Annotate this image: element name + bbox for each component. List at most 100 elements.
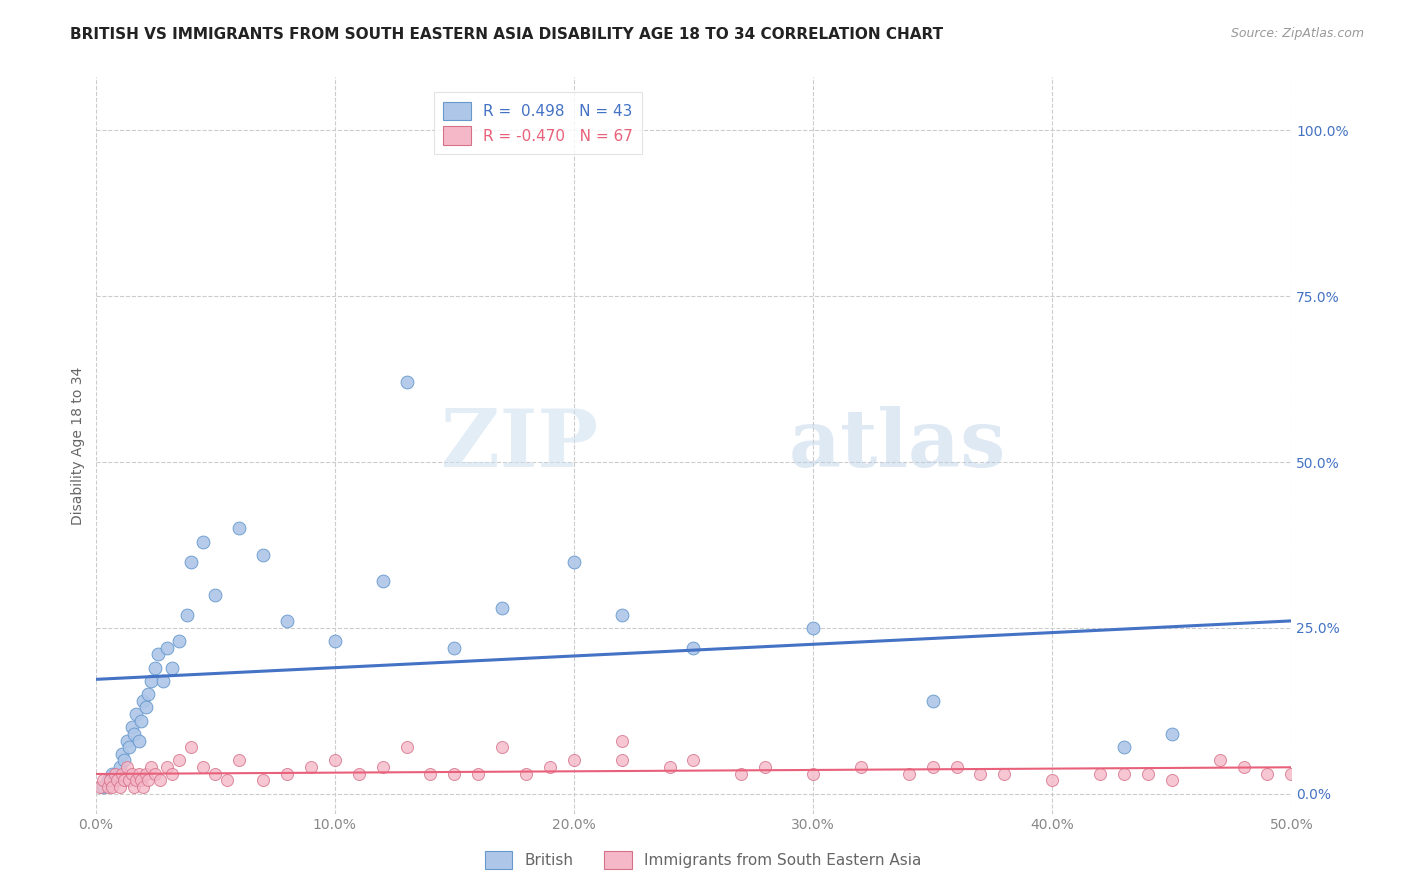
Point: [538, 760, 561, 774]
Point: [323, 634, 346, 648]
Point: [105, 773, 128, 788]
Point: [730, 766, 752, 780]
Point: [849, 760, 872, 774]
Point: [371, 574, 394, 589]
Point: [945, 760, 967, 774]
Point: [169, 634, 191, 648]
Point: [112, 754, 135, 768]
Point: [217, 773, 239, 788]
Point: [121, 766, 143, 780]
Point: [1160, 773, 1182, 788]
Point: [299, 760, 322, 774]
Point: [658, 760, 681, 774]
Legend: R =  0.498   N = 43, R = -0.470   N = 67: R = 0.498 N = 43, R = -0.470 N = 67: [434, 93, 643, 154]
Point: [91, 780, 114, 794]
Point: [1088, 766, 1111, 780]
Point: [1112, 740, 1135, 755]
Point: [419, 766, 441, 780]
Point: [160, 766, 183, 780]
Point: [443, 766, 465, 780]
Point: [97, 773, 120, 788]
Point: [371, 760, 394, 774]
Point: [112, 773, 135, 788]
Point: [491, 601, 513, 615]
Point: [128, 766, 150, 780]
Point: [801, 766, 824, 780]
Point: [1232, 760, 1254, 774]
Point: [1136, 766, 1159, 780]
Point: [491, 740, 513, 755]
Point: [129, 714, 152, 728]
Point: [136, 687, 159, 701]
Point: [204, 588, 226, 602]
Point: [228, 521, 250, 535]
Point: [347, 766, 370, 780]
Point: [108, 760, 131, 774]
Point: [921, 694, 943, 708]
Point: [180, 555, 202, 569]
Point: [610, 733, 633, 747]
Point: [139, 673, 162, 688]
Point: [515, 766, 537, 780]
Point: [801, 621, 824, 635]
Point: [193, 534, 215, 549]
Point: [121, 720, 143, 734]
Point: [897, 766, 920, 780]
Point: [252, 548, 274, 562]
Point: [118, 740, 141, 755]
Y-axis label: Disability Age 18 to 34: Disability Age 18 to 34: [72, 367, 86, 524]
Point: [193, 760, 215, 774]
Text: Source: ZipAtlas.com: Source: ZipAtlas.com: [1230, 27, 1364, 40]
Point: [128, 733, 150, 747]
Point: [115, 760, 138, 774]
Point: [204, 766, 226, 780]
Point: [1160, 727, 1182, 741]
Point: [443, 640, 465, 655]
Point: [1279, 766, 1302, 780]
Point: [395, 740, 418, 755]
Point: [562, 555, 585, 569]
Point: [108, 780, 131, 794]
Point: [111, 747, 134, 761]
Point: [180, 740, 202, 755]
Point: [921, 760, 943, 774]
Point: [101, 766, 124, 780]
Point: [228, 754, 250, 768]
Point: [1208, 754, 1230, 768]
Point: [395, 376, 418, 390]
Point: [252, 773, 274, 788]
Point: [111, 766, 134, 780]
Point: [993, 766, 1015, 780]
Point: [129, 773, 152, 788]
Point: [135, 766, 157, 780]
Point: [104, 766, 127, 780]
Point: [118, 773, 141, 788]
Point: [169, 754, 191, 768]
Point: [149, 773, 172, 788]
Point: [1112, 766, 1135, 780]
Point: [132, 780, 155, 794]
Point: [146, 648, 169, 662]
Point: [156, 760, 179, 774]
Point: [276, 614, 298, 628]
Legend: British, Immigrants from South Eastern Asia: British, Immigrants from South Eastern A…: [478, 845, 928, 875]
Point: [97, 780, 120, 794]
Point: [115, 733, 138, 747]
Point: [176, 607, 198, 622]
Point: [98, 773, 121, 788]
Point: [610, 754, 633, 768]
Text: BRITISH VS IMMIGRANTS FROM SOUTH EASTERN ASIA DISABILITY AGE 18 TO 34 CORRELATIO: BRITISH VS IMMIGRANTS FROM SOUTH EASTERN…: [70, 27, 943, 42]
Point: [467, 766, 489, 780]
Point: [125, 773, 148, 788]
Point: [139, 760, 162, 774]
Point: [682, 640, 704, 655]
Point: [969, 766, 991, 780]
Point: [1040, 773, 1063, 788]
Point: [136, 773, 159, 788]
Point: [754, 760, 776, 774]
Text: atlas: atlas: [789, 407, 1007, 484]
Point: [562, 754, 585, 768]
Point: [160, 660, 183, 674]
Point: [145, 766, 167, 780]
Point: [145, 660, 167, 674]
